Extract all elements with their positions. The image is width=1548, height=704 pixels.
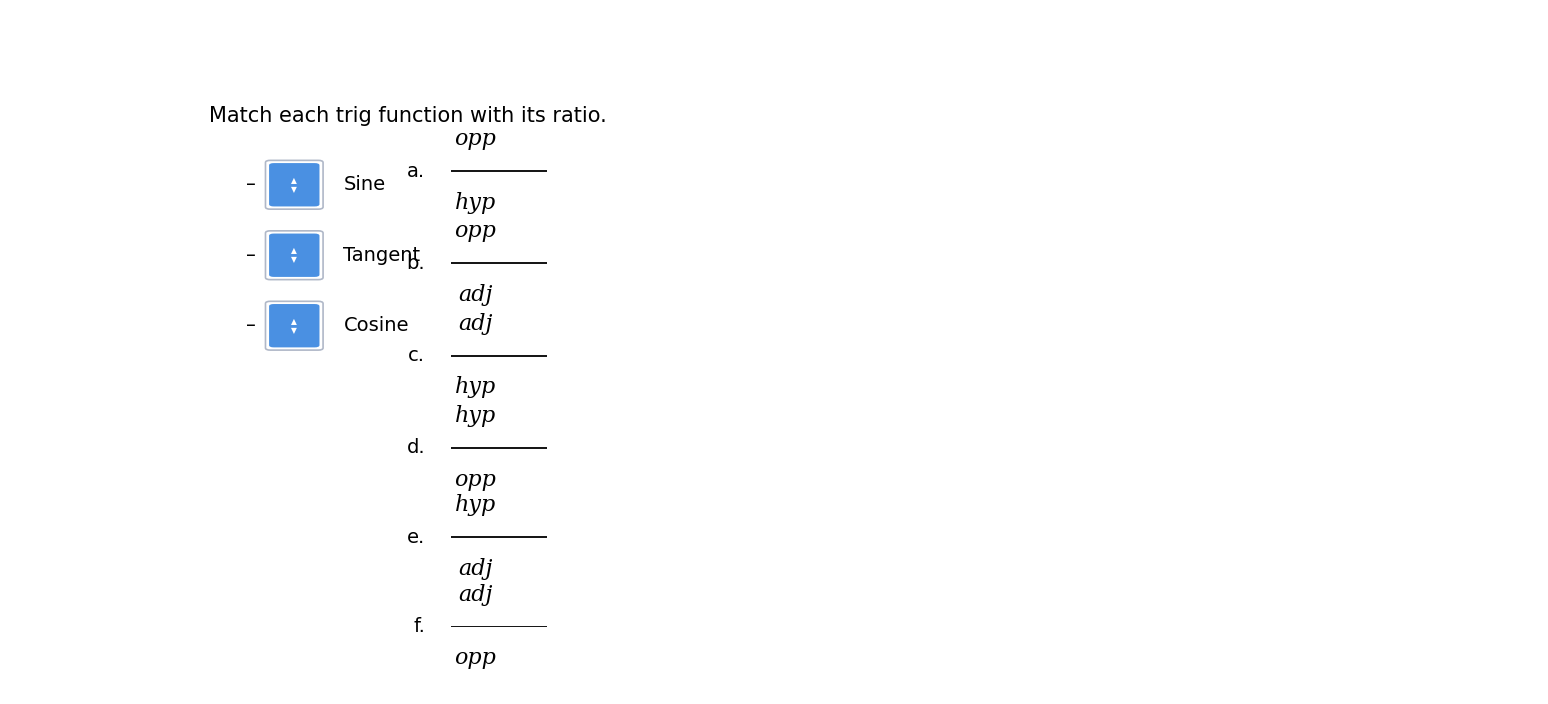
Text: hyp: hyp [455,494,495,516]
Text: d.: d. [407,438,426,457]
Text: hyp: hyp [455,192,495,214]
Text: Match each trig function with its ratio.: Match each trig function with its ratio. [209,106,607,126]
Text: ▼: ▼ [291,325,297,334]
FancyBboxPatch shape [269,163,319,206]
Text: ▼: ▼ [291,255,297,264]
Text: adj: adj [458,558,492,580]
Text: adj: adj [458,313,492,334]
Text: –: – [246,175,255,194]
Text: f.: f. [413,617,426,636]
FancyBboxPatch shape [266,161,324,209]
Text: opp: opp [455,648,497,670]
Text: ▼: ▼ [291,184,297,194]
Text: adj: adj [458,584,492,605]
FancyBboxPatch shape [269,304,319,347]
Text: hyp: hyp [455,405,495,427]
Text: Cosine: Cosine [344,316,409,335]
FancyBboxPatch shape [269,234,319,277]
Text: a.: a. [407,162,426,181]
Text: ▲: ▲ [291,246,297,256]
Text: opp: opp [455,220,497,242]
Text: opp: opp [455,469,497,491]
Text: adj: adj [458,284,492,306]
Text: e.: e. [407,527,426,546]
Text: Tangent: Tangent [344,246,421,265]
Text: –: – [246,246,255,265]
Text: Sine: Sine [344,175,385,194]
FancyBboxPatch shape [266,231,324,279]
Text: opp: opp [455,128,497,151]
Text: –: – [246,316,255,335]
Text: ▲: ▲ [291,317,297,326]
Text: ▲: ▲ [291,176,297,185]
Text: c.: c. [409,346,426,365]
Text: b.: b. [407,254,426,273]
Text: hyp: hyp [455,377,495,398]
FancyBboxPatch shape [266,301,324,350]
